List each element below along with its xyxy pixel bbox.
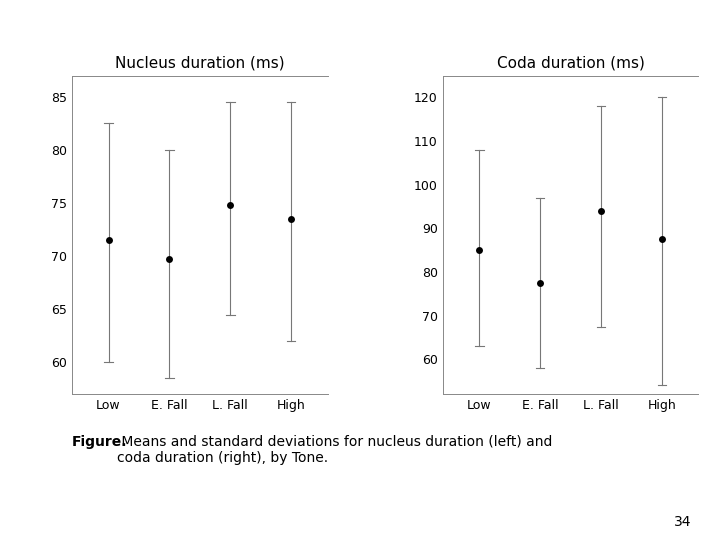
Text: Results / nucleus and coda duration by Tone: Results / nucleus and coda duration by T… xyxy=(13,22,443,40)
Text: 34: 34 xyxy=(674,515,691,529)
Point xyxy=(595,207,607,215)
Point xyxy=(534,279,546,287)
Title: Nucleus duration (ms): Nucleus duration (ms) xyxy=(115,55,284,70)
Point xyxy=(163,255,175,264)
Point xyxy=(103,236,114,245)
Point xyxy=(225,201,236,210)
Point xyxy=(656,235,667,244)
Text: Means and standard deviations for nucleus duration (left) and
coda duration (rig: Means and standard deviations for nucleu… xyxy=(117,435,552,465)
Point xyxy=(285,214,297,224)
Text: Figure.: Figure. xyxy=(72,435,127,449)
Title: Coda duration (ms): Coda duration (ms) xyxy=(497,55,644,70)
Point xyxy=(474,246,485,254)
